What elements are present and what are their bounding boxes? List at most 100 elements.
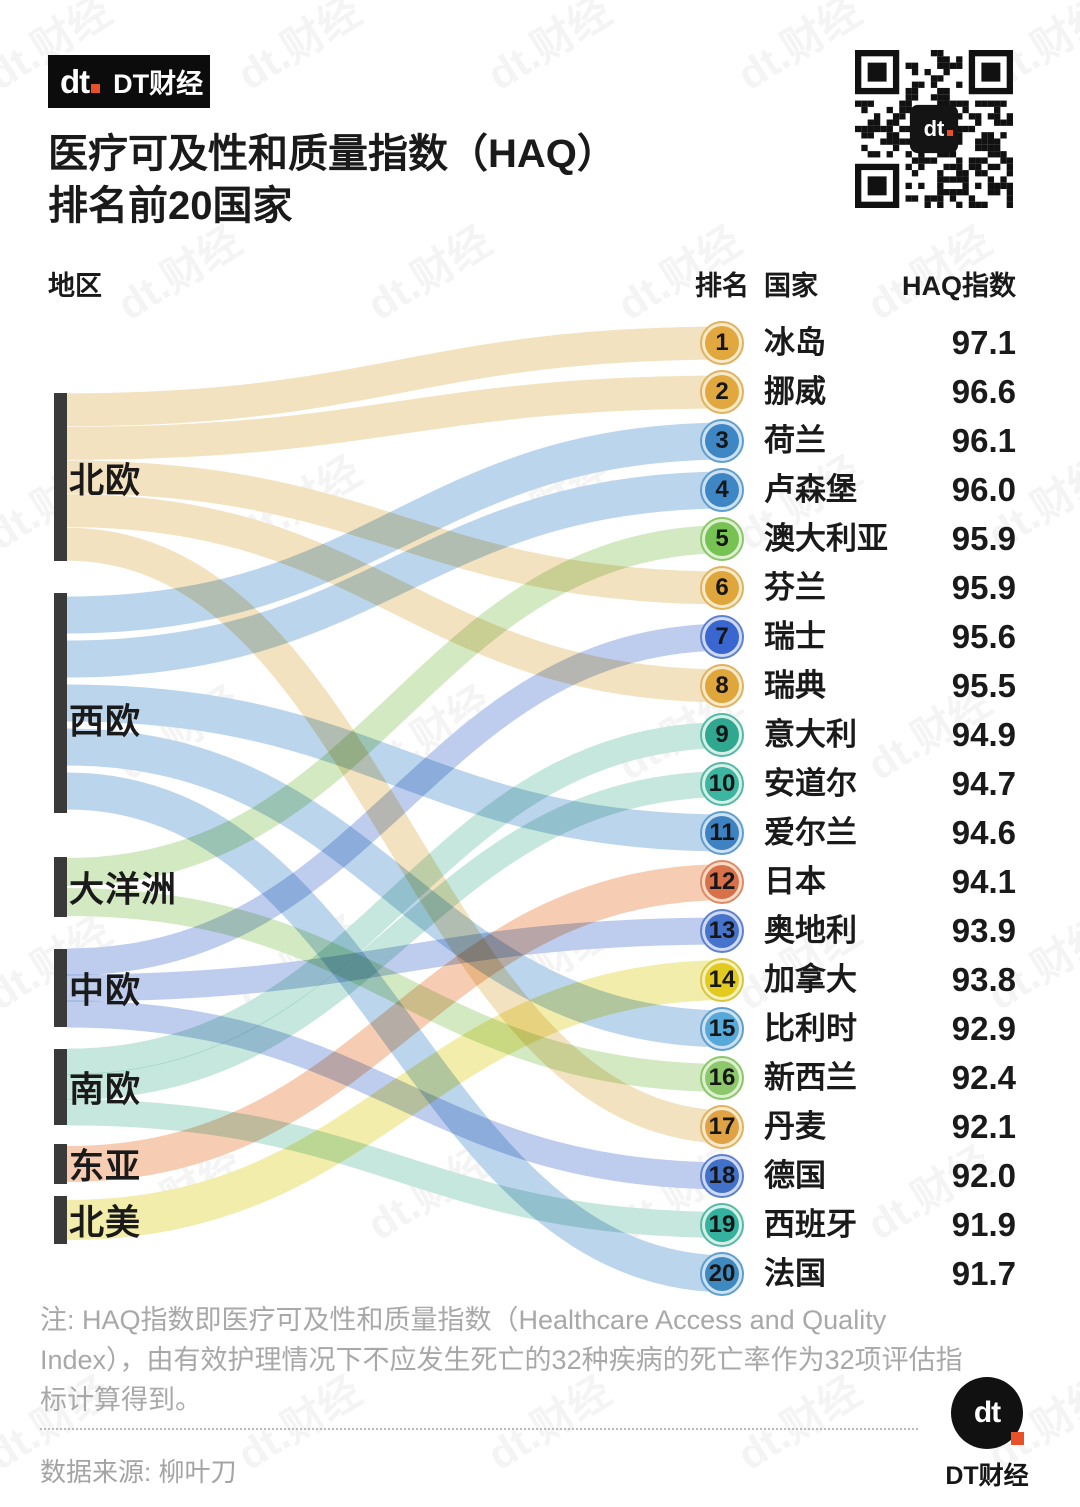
rank-number: 15: [705, 1012, 739, 1046]
footer-brand-name: DT财经: [945, 1462, 1029, 1490]
column-header-rank: 排名: [695, 271, 749, 301]
rank-badge: 7: [700, 615, 744, 659]
brand-mark: dt: [60, 65, 101, 98]
region-node-bar: [54, 857, 67, 917]
region-node-bar: [54, 393, 67, 561]
haq-score: 91.9: [951, 1206, 1016, 1243]
rank-number: 5: [705, 522, 739, 556]
haq-score: 93.8: [951, 961, 1016, 998]
rank-badge: 6: [700, 566, 744, 610]
flow-ribbon: [66, 888, 731, 1092]
haq-score: 94.6: [951, 814, 1016, 851]
region-label: 大洋洲: [69, 870, 178, 910]
rank-number: 16: [705, 1061, 739, 1095]
haq-score: 92.1: [951, 1108, 1016, 1145]
flow-ribbon: [66, 494, 731, 703]
haq-score: 95.9: [951, 569, 1016, 606]
column-header-score: HAQ指数: [902, 271, 1016, 301]
dotted-separator: [40, 1428, 918, 1430]
haq-score: 96.0: [951, 471, 1016, 508]
rank-badge: 9: [700, 713, 744, 757]
region-label: 北美: [69, 1203, 142, 1243]
region-node-bar: [54, 1144, 67, 1184]
qr-code: dt: [855, 50, 1013, 208]
haq-score: 91.7: [951, 1255, 1016, 1292]
country-name: 爱尔兰: [764, 815, 857, 850]
footer-logo-mark: dt: [973, 1396, 1001, 1429]
rank-number: 1: [705, 326, 739, 360]
rank-badge: 8: [700, 664, 744, 708]
haq-score: 92.0: [951, 1157, 1016, 1194]
page-title: 医疗可及性和质量指数（HAQ） 排名前20国家: [48, 128, 617, 232]
brand-name: DT财经: [113, 69, 204, 99]
rank-number: 17: [705, 1110, 739, 1144]
brand-logo: dt DT财经: [48, 55, 210, 108]
haq-score: 92.4: [951, 1059, 1016, 1096]
haq-score: 94.7: [951, 765, 1016, 802]
country-name: 奥地利: [764, 913, 857, 948]
rank-number: 20: [705, 1257, 739, 1291]
country-name: 丹麦: [764, 1109, 826, 1144]
country-name: 芬兰: [764, 570, 826, 605]
rank-badge: 10: [700, 762, 744, 806]
rank-badge: 1: [700, 321, 744, 365]
country-name: 卢森堡: [764, 472, 857, 507]
flow-ribbon: [66, 864, 731, 1182]
country-name: 瑞典: [764, 668, 826, 703]
haq-score: 94.9: [951, 716, 1016, 753]
flow-ribbon: [66, 960, 731, 1240]
rank-number: 4: [705, 473, 739, 507]
haq-score: 97.1: [951, 324, 1016, 361]
rank-number: 14: [705, 963, 739, 997]
haq-score: 96.1: [951, 422, 1016, 459]
flow-ribbon: [66, 722, 731, 1075]
rank-badge: 19: [700, 1203, 744, 1247]
flow-ribbon: [66, 771, 731, 1100]
rank-number: 2: [705, 375, 739, 409]
rank-badge: 18: [700, 1154, 744, 1198]
flow-ribbon: [66, 422, 731, 634]
rank-badge: 14: [700, 958, 744, 1002]
haq-score: 92.9: [951, 1010, 1016, 1047]
rank-number: 8: [705, 669, 739, 703]
country-name: 挪威: [764, 374, 826, 409]
rank-badge: 12: [700, 860, 744, 904]
brand-dot-icon: [91, 84, 101, 93]
rank-number: 10: [705, 767, 739, 801]
column-header-country: 国家: [764, 271, 818, 301]
footer-logo-dot-icon: [1011, 1432, 1024, 1445]
country-name: 法国: [764, 1256, 826, 1291]
country-name: 意大利: [764, 717, 857, 752]
region-node-bar: [54, 1196, 67, 1244]
region-label: 北欧: [69, 461, 142, 501]
title-line2: 排名前20国家: [48, 184, 293, 228]
svg-text:dt: dt: [924, 116, 945, 141]
country-name: 澳大利亚: [764, 521, 888, 556]
haq-score: 94.1: [951, 863, 1016, 900]
country-name: 瑞士: [764, 619, 826, 654]
haq-score: 96.6: [951, 373, 1016, 410]
region-label: 东亚: [69, 1147, 142, 1187]
rank-number: 18: [705, 1159, 739, 1193]
footnote: 注: HAQ指数即医疗可及性和质量指数（Healthcare Access an…: [40, 1305, 963, 1415]
haq-score: 95.5: [951, 667, 1016, 704]
region-label: 南欧: [69, 1070, 142, 1110]
country-name: 日本: [764, 864, 826, 899]
rank-badge: 17: [700, 1105, 744, 1149]
flow-ribbon: [66, 684, 731, 852]
title-line1: 医疗可及性和质量指数（HAQ）: [48, 132, 617, 176]
country-name: 西班牙: [764, 1207, 857, 1242]
rank-badge: 5: [700, 517, 744, 561]
rank-number: 19: [705, 1208, 739, 1242]
flow-ribbon: [66, 623, 731, 976]
rank-badge: 11: [700, 811, 744, 855]
region-node-bar: [54, 1049, 67, 1125]
country-name: 荷兰: [764, 423, 826, 458]
rank-badge: 4: [700, 468, 744, 512]
country-name: 安道尔: [764, 766, 857, 801]
rank-number: 7: [705, 620, 739, 654]
rank-number: 3: [705, 424, 739, 458]
flow-ribbon: [66, 1099, 731, 1238]
